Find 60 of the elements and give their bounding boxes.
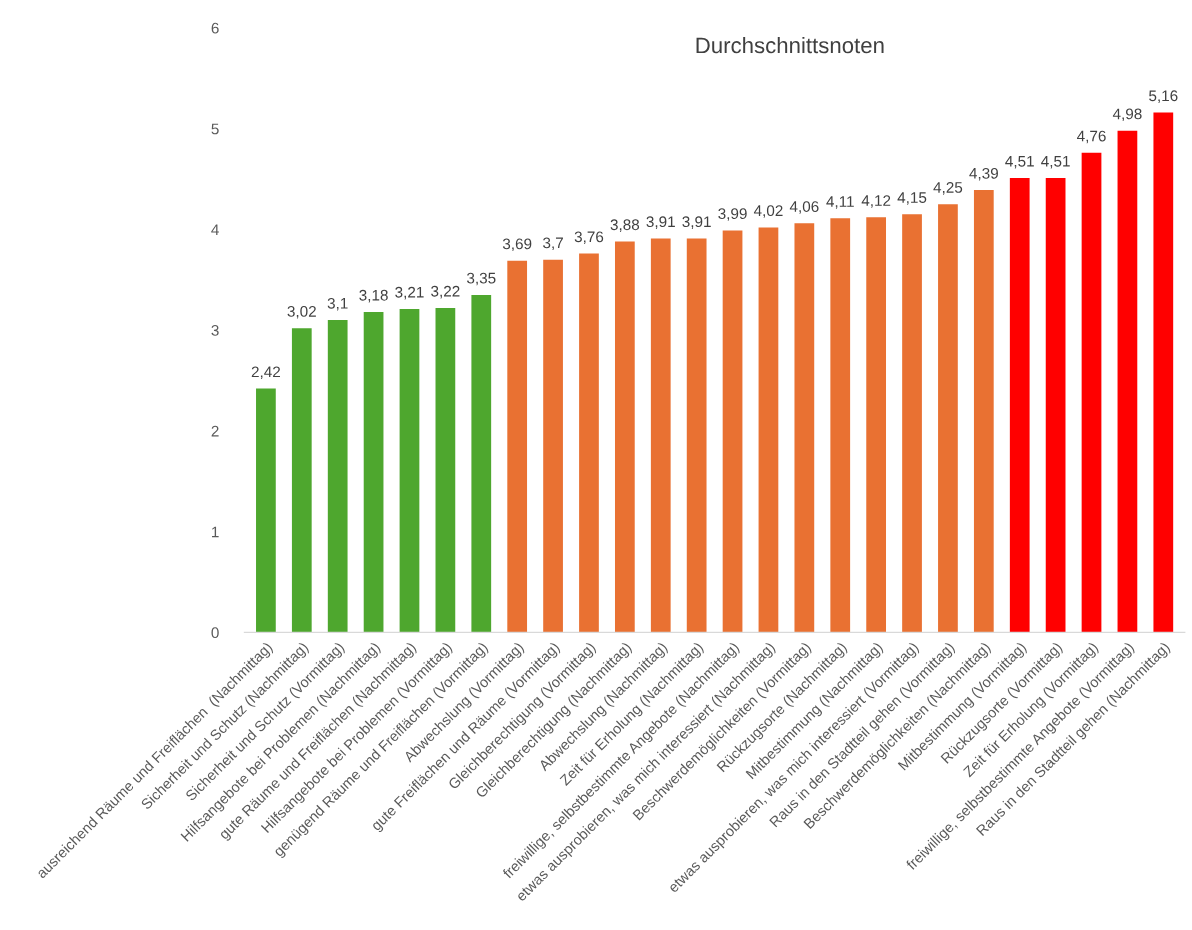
y-tick-label: 4 bbox=[211, 224, 219, 235]
data-label: 4,98 bbox=[1112, 108, 1142, 122]
data-label: 3,91 bbox=[646, 216, 675, 229]
bar bbox=[973, 190, 994, 633]
data-label: 5,16 bbox=[1149, 90, 1178, 103]
data-label: 4,76 bbox=[1077, 130, 1106, 144]
data-label: 3,02 bbox=[287, 305, 316, 319]
data-label: 2,42 bbox=[251, 366, 280, 380]
data-label: 3,1 bbox=[327, 297, 348, 311]
bar bbox=[938, 204, 958, 633]
bar bbox=[579, 253, 599, 633]
y-tick-label: 6 bbox=[211, 22, 219, 34]
data-label: 4,12 bbox=[861, 195, 891, 208]
bar bbox=[399, 308, 420, 633]
y-tick-label: 3 bbox=[211, 325, 219, 336]
bar bbox=[722, 230, 743, 633]
data-label: 3,88 bbox=[610, 219, 640, 232]
bar bbox=[1045, 178, 1066, 633]
bar bbox=[1009, 178, 1030, 633]
y-tick-label: 5 bbox=[211, 123, 219, 135]
bar bbox=[363, 312, 384, 633]
bar bbox=[794, 223, 815, 633]
bar bbox=[327, 320, 348, 633]
data-label: 3,22 bbox=[431, 285, 460, 299]
data-label: 3,99 bbox=[718, 208, 747, 221]
bar bbox=[866, 217, 887, 633]
data-label: 3,35 bbox=[466, 272, 496, 286]
bar bbox=[507, 260, 528, 633]
bar bbox=[614, 241, 635, 633]
data-label: 4,39 bbox=[969, 167, 998, 181]
bar bbox=[1153, 112, 1174, 633]
bar bbox=[758, 227, 779, 633]
bar bbox=[435, 307, 456, 633]
bar bbox=[256, 388, 276, 633]
data-label: 4,51 bbox=[1005, 156, 1034, 169]
bar bbox=[471, 294, 492, 633]
data-label: 3,18 bbox=[359, 289, 388, 303]
y-tick-label: 2 bbox=[211, 425, 219, 437]
bar bbox=[830, 218, 851, 633]
data-label: 4,25 bbox=[933, 182, 963, 195]
data-label: 4,51 bbox=[1041, 156, 1070, 169]
data-label: 3,91 bbox=[682, 216, 711, 229]
bar bbox=[1081, 152, 1102, 633]
data-label: 3,7 bbox=[543, 237, 563, 251]
data-label: 4,11 bbox=[826, 196, 854, 209]
data-label: 4,06 bbox=[789, 201, 819, 214]
data-label: 3,76 bbox=[574, 231, 604, 245]
bar bbox=[543, 259, 563, 633]
y-tick-label: 1 bbox=[212, 526, 219, 538]
chart-title: Durchschnittsnoten bbox=[696, 36, 884, 54]
bar bbox=[902, 214, 922, 633]
data-label: 3,69 bbox=[502, 238, 532, 252]
bar bbox=[686, 238, 707, 633]
y-tick-label: 0 bbox=[211, 627, 219, 639]
data-label: 3,21 bbox=[395, 286, 424, 300]
bar bbox=[650, 238, 671, 633]
data-label: 4,15 bbox=[897, 192, 927, 205]
data-label: 4,02 bbox=[753, 205, 783, 218]
bar bbox=[291, 328, 312, 633]
bar bbox=[1117, 130, 1138, 633]
